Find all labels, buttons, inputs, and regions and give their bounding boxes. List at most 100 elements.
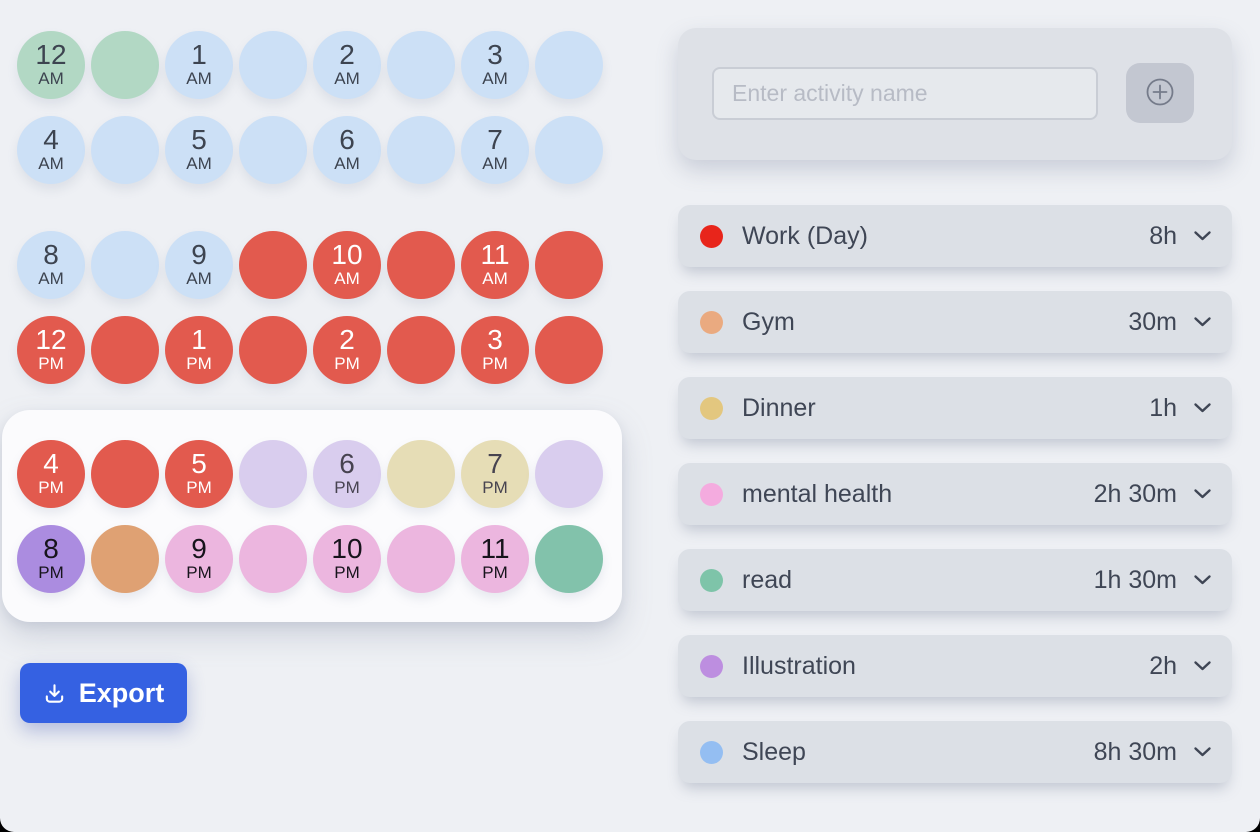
- activity-name-input[interactable]: [712, 67, 1098, 120]
- activity-color-dot: [700, 568, 723, 592]
- activity-name: mental health: [742, 479, 893, 508]
- hour-period-label: PM: [38, 354, 64, 374]
- hour-period-label: PM: [186, 478, 212, 498]
- hour-label: 8: [43, 239, 59, 271]
- chevron-down-icon[interactable]: [1193, 746, 1212, 758]
- activity-color-dot: [700, 310, 723, 334]
- hour-slot[interactable]: [239, 316, 307, 384]
- activity-duration: 2h 30m: [1093, 479, 1177, 508]
- hour-slot[interactable]: [387, 316, 455, 384]
- hour-slot[interactable]: 11 AM: [461, 231, 529, 299]
- activity-name: Illustration: [742, 651, 856, 680]
- hour-label: 9: [191, 239, 207, 271]
- hour-slot[interactable]: 9 PM: [165, 525, 233, 593]
- hour-label: 9: [191, 533, 207, 565]
- hour-label: 10: [331, 239, 363, 271]
- hour-period-label: PM: [186, 354, 212, 374]
- hour-slot[interactable]: [387, 31, 455, 99]
- hour-period-label: PM: [334, 354, 360, 374]
- hour-slot[interactable]: 4 PM: [17, 440, 85, 508]
- hour-period-label: AM: [186, 69, 212, 89]
- hour-slot[interactable]: [91, 116, 159, 184]
- chevron-down-icon[interactable]: [1193, 488, 1212, 500]
- chevron-down-icon[interactable]: [1193, 230, 1212, 242]
- hour-slot[interactable]: 10 PM: [313, 525, 381, 593]
- hour-slot[interactable]: [387, 525, 455, 593]
- hour-slot[interactable]: 7 PM: [461, 440, 529, 508]
- hour-slot[interactable]: 6 PM: [313, 440, 381, 508]
- hour-label: 12: [35, 39, 67, 71]
- activity-row[interactable]: mental health 2h 30m: [678, 463, 1232, 525]
- hour-slot[interactable]: [91, 31, 159, 99]
- hour-slot[interactable]: [535, 231, 603, 299]
- hour-period-label: PM: [186, 563, 212, 583]
- hour-period-label: PM: [38, 478, 64, 498]
- hour-slot[interactable]: 5 AM: [165, 116, 233, 184]
- hour-slot[interactable]: [387, 440, 455, 508]
- hour-slot[interactable]: 8 AM: [17, 231, 85, 299]
- hour-slot[interactable]: 11 PM: [461, 525, 529, 593]
- hour-label: 3: [487, 324, 503, 356]
- activity-duration: 8h: [1149, 221, 1177, 250]
- hour-label: 7: [487, 124, 503, 156]
- export-button[interactable]: Export: [20, 663, 187, 723]
- hour-slot[interactable]: 9 AM: [165, 231, 233, 299]
- chevron-down-icon[interactable]: [1193, 660, 1212, 672]
- hour-slot[interactable]: 6 AM: [313, 116, 381, 184]
- hour-slot[interactable]: [239, 116, 307, 184]
- add-activity-card: [678, 28, 1232, 160]
- hour-slot[interactable]: [535, 31, 603, 99]
- hour-slot[interactable]: [387, 231, 455, 299]
- chevron-down-icon[interactable]: [1193, 316, 1212, 328]
- add-activity-button[interactable]: [1126, 63, 1194, 123]
- hour-label: 4: [43, 124, 59, 156]
- hour-period-label: AM: [334, 269, 360, 289]
- activity-duration: 2h: [1149, 651, 1177, 680]
- hour-period-label: AM: [186, 154, 212, 174]
- hour-slot[interactable]: [239, 525, 307, 593]
- hour-slot[interactable]: [239, 31, 307, 99]
- hour-slot[interactable]: 4 AM: [17, 116, 85, 184]
- hour-slot[interactable]: 12 PM: [17, 316, 85, 384]
- hour-slot[interactable]: [535, 316, 603, 384]
- hour-slot[interactable]: [535, 440, 603, 508]
- hour-period-label: AM: [186, 269, 212, 289]
- hour-slot[interactable]: 2 AM: [313, 31, 381, 99]
- hour-label: 11: [480, 239, 510, 271]
- hour-slot[interactable]: [91, 525, 159, 593]
- hour-slot[interactable]: 7 AM: [461, 116, 529, 184]
- hour-slot[interactable]: [91, 440, 159, 508]
- chevron-down-icon[interactable]: [1193, 574, 1212, 586]
- hour-label: 2: [339, 324, 355, 356]
- activity-row[interactable]: Work (Day) 8h: [678, 205, 1232, 267]
- activity-row[interactable]: Gym 30m: [678, 291, 1232, 353]
- hour-period-label: AM: [334, 154, 360, 174]
- hour-slot[interactable]: [535, 525, 603, 593]
- hour-slot[interactable]: [239, 440, 307, 508]
- hour-slot[interactable]: 12 AM: [17, 31, 85, 99]
- hour-slot[interactable]: [387, 116, 455, 184]
- activity-row[interactable]: Sleep 8h 30m: [678, 721, 1232, 783]
- hour-slot[interactable]: 1 PM: [165, 316, 233, 384]
- clock-row-12am-3am: 12 AM 1 AM 2 AM 3 AM: [17, 31, 603, 99]
- activity-row[interactable]: Illustration 2h: [678, 635, 1232, 697]
- activity-row[interactable]: read 1h 30m: [678, 549, 1232, 611]
- download-icon: [43, 682, 66, 705]
- hour-slot[interactable]: 5 PM: [165, 440, 233, 508]
- activity-duration: 30m: [1128, 307, 1177, 336]
- hour-slot[interactable]: 3 AM: [461, 31, 529, 99]
- hour-label: 5: [191, 124, 207, 156]
- hour-slot[interactable]: [91, 316, 159, 384]
- hour-slot[interactable]: 10 AM: [313, 231, 381, 299]
- chevron-down-icon[interactable]: [1193, 402, 1212, 414]
- hour-slot[interactable]: 8 PM: [17, 525, 85, 593]
- hour-slot[interactable]: 2 PM: [313, 316, 381, 384]
- hour-slot[interactable]: [91, 231, 159, 299]
- activity-duration: 1h: [1149, 393, 1177, 422]
- hour-slot[interactable]: [535, 116, 603, 184]
- activity-row[interactable]: Dinner 1h: [678, 377, 1232, 439]
- hour-slot[interactable]: [239, 231, 307, 299]
- hour-slot[interactable]: 1 AM: [165, 31, 233, 99]
- hour-slot[interactable]: 3 PM: [461, 316, 529, 384]
